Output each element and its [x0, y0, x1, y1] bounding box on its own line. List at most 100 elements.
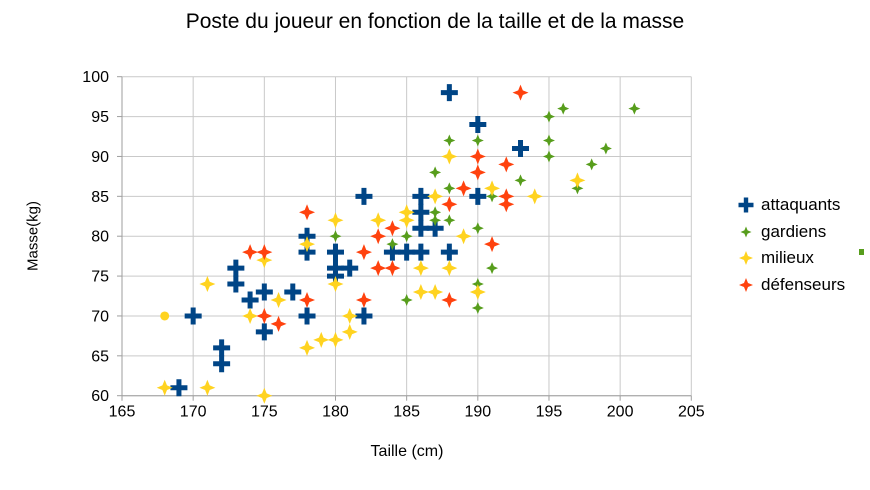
point-gardiens	[542, 110, 555, 123]
x-tick-label: 170	[180, 404, 207, 421]
point-attaquants	[469, 187, 487, 205]
point-attaquants	[298, 307, 316, 325]
legend-label: milieux	[761, 248, 814, 268]
point-milieux	[299, 339, 316, 356]
point-défenseurs	[370, 228, 387, 245]
point-gardiens	[557, 102, 570, 115]
point-défenseurs	[498, 156, 515, 173]
point-gardiens	[542, 134, 555, 147]
point-attaquants	[440, 84, 458, 102]
point-gardiens	[628, 102, 641, 115]
point-défenseurs	[455, 180, 472, 197]
point-gardiens	[386, 238, 399, 251]
point-défenseurs	[270, 315, 287, 332]
y-tick-label: 85	[91, 189, 109, 206]
series-milieux	[156, 148, 586, 404]
point-gardiens	[400, 230, 413, 243]
point-défenseurs	[512, 84, 529, 101]
point-attaquants	[412, 203, 430, 221]
point-attaquants	[440, 243, 458, 261]
point-milieux	[313, 331, 330, 348]
point-gardiens	[599, 142, 612, 155]
point-attaquants	[426, 219, 444, 237]
point-gardiens	[471, 134, 484, 147]
point-attaquants	[184, 307, 202, 325]
legend-item-attaquants: attaquants	[736, 193, 840, 217]
point-gardiens	[429, 214, 442, 227]
point-défenseurs	[256, 307, 273, 324]
legend-label: défenseurs	[761, 275, 846, 294]
legend-marker-star	[740, 226, 752, 238]
point-milieux	[327, 276, 344, 293]
point-milieux	[327, 212, 344, 229]
point-défenseurs	[484, 236, 501, 253]
x-tick-label: 175	[251, 404, 278, 421]
point-milieux	[256, 387, 273, 404]
y-tick-label: 100	[82, 69, 109, 86]
point-attaquants	[284, 283, 302, 301]
point-milieux	[299, 236, 316, 253]
point-attaquants	[512, 139, 530, 157]
point-défenseurs	[384, 260, 401, 277]
series-attaquants	[170, 84, 530, 397]
point-attaquants	[227, 275, 245, 293]
point-milieux	[441, 148, 458, 165]
point-milieux	[199, 379, 216, 396]
x-tick-label: 190	[464, 404, 491, 421]
point-attaquants	[412, 187, 430, 205]
y-axis-title: Masse(kg)	[24, 200, 42, 272]
point-défenseurs	[370, 260, 387, 277]
point-attaquants	[355, 307, 373, 325]
x-tick-label: 195	[536, 404, 563, 421]
x-tick-label: 200	[607, 404, 634, 421]
x-tick-label: 165	[109, 404, 136, 421]
x-axis-title: Taille (cm)	[370, 443, 444, 460]
point-défenseurs	[441, 196, 458, 213]
chart-title: Poste du joueur en fonction de la taille…	[185, 10, 685, 33]
point-milieux	[199, 276, 216, 293]
legend-label: attaquants	[761, 195, 841, 214]
point-milieux	[427, 284, 444, 301]
point-milieux	[341, 307, 358, 324]
point-milieux	[441, 260, 458, 277]
point-attaquants	[213, 339, 231, 357]
point-milieux	[526, 188, 543, 205]
point-gardiens	[542, 150, 555, 163]
point-milieux	[484, 180, 501, 197]
clipped-green-marker	[859, 249, 864, 255]
tick-labels: 165 170 175 180 185 190 195 200 205 60 65 70 75 80 85 9…	[82, 69, 704, 421]
point-attaquants	[213, 355, 231, 373]
legend-item-milieux: milieux	[736, 246, 814, 270]
point-défenseurs	[299, 292, 316, 308]
point-milieux	[427, 188, 444, 205]
point-attaquants	[412, 219, 430, 237]
point-milieux	[270, 292, 287, 308]
point-gardiens	[400, 294, 413, 306]
y-tick-label: 75	[91, 269, 109, 286]
legend-item-gardiens: gardiens	[736, 220, 826, 244]
point-milieux	[412, 284, 429, 301]
x-tick-label: 205	[678, 404, 705, 421]
point-attaquants	[412, 243, 430, 261]
point-défenseurs	[256, 244, 273, 261]
series-gardiens	[329, 102, 641, 314]
point-milieux	[412, 260, 429, 277]
y-tick-label: 80	[91, 229, 109, 246]
point-milieux	[469, 284, 486, 301]
point-attaquants	[341, 259, 359, 277]
point-défenseurs	[469, 148, 486, 165]
point-milieux	[156, 379, 173, 396]
y-tick-label: 65	[91, 348, 109, 365]
legend-marker-star	[739, 278, 753, 292]
point-gardiens	[429, 206, 442, 219]
point-milieux	[398, 212, 415, 229]
point-attaquants	[227, 259, 245, 277]
y-tick-label: 95	[91, 109, 109, 126]
point-défenseurs	[355, 292, 372, 308]
point-gardiens	[514, 174, 527, 187]
tick-marks	[117, 76, 692, 401]
point-attaquants	[398, 243, 416, 261]
point-gardiens	[429, 166, 442, 179]
point-attaquants	[469, 116, 487, 134]
